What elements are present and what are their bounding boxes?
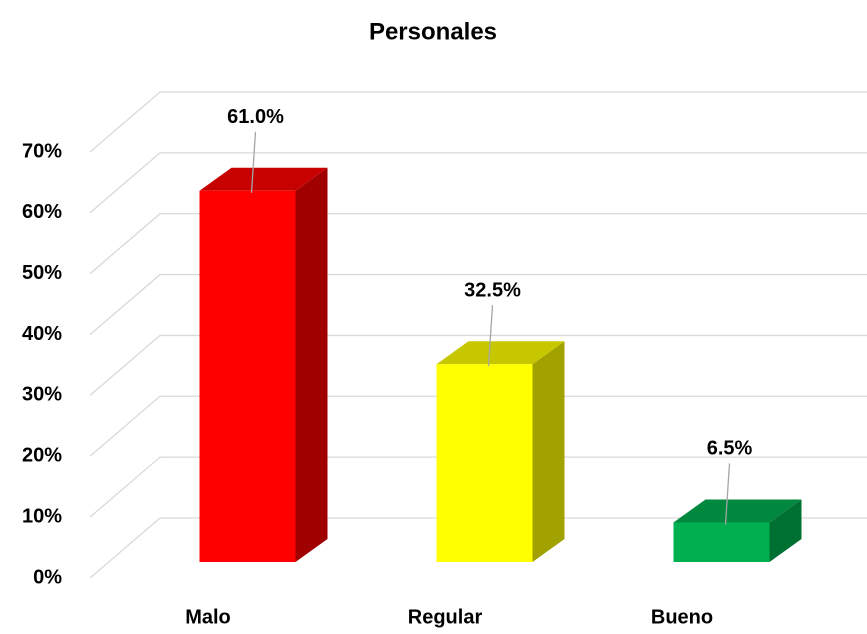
bar — [436, 364, 533, 562]
leader-line — [487, 305, 494, 367]
y-tick-label: 60% — [22, 201, 62, 223]
bar-side — [769, 499, 802, 562]
x-tick-label: Malo — [185, 606, 231, 628]
leader-line — [250, 131, 257, 193]
grid-line — [89, 395, 867, 457]
grid-line — [89, 152, 867, 214]
bar-top — [673, 499, 802, 523]
bar-side — [295, 167, 328, 562]
bar — [673, 522, 770, 562]
bar-side — [532, 341, 565, 562]
grid-line — [89, 91, 867, 153]
chart-title: Personales — [369, 18, 497, 45]
grid-line — [89, 334, 867, 396]
grid-line — [89, 213, 867, 275]
grid-line — [89, 517, 867, 579]
x-tick-label: Bueno — [651, 606, 713, 628]
bar-top — [199, 167, 328, 191]
y-tick-label: 40% — [22, 323, 62, 345]
y-tick-label: 0% — [33, 566, 62, 588]
y-tick-label: 50% — [22, 262, 62, 284]
grid-line — [89, 273, 867, 336]
y-tick-label: 70% — [22, 140, 62, 162]
grid-line — [89, 456, 867, 518]
bar-top — [436, 341, 565, 365]
x-tick-label: Regular — [408, 606, 483, 628]
y-tick-label: 20% — [22, 445, 62, 467]
data-label: 6.5% — [707, 438, 753, 460]
y-tick-label: 10% — [22, 505, 62, 527]
data-label: 61.0% — [227, 106, 284, 128]
y-tick-label: 30% — [22, 384, 62, 406]
data-label: 32.5% — [464, 279, 521, 301]
bar — [199, 190, 296, 562]
leader-line — [724, 463, 731, 525]
